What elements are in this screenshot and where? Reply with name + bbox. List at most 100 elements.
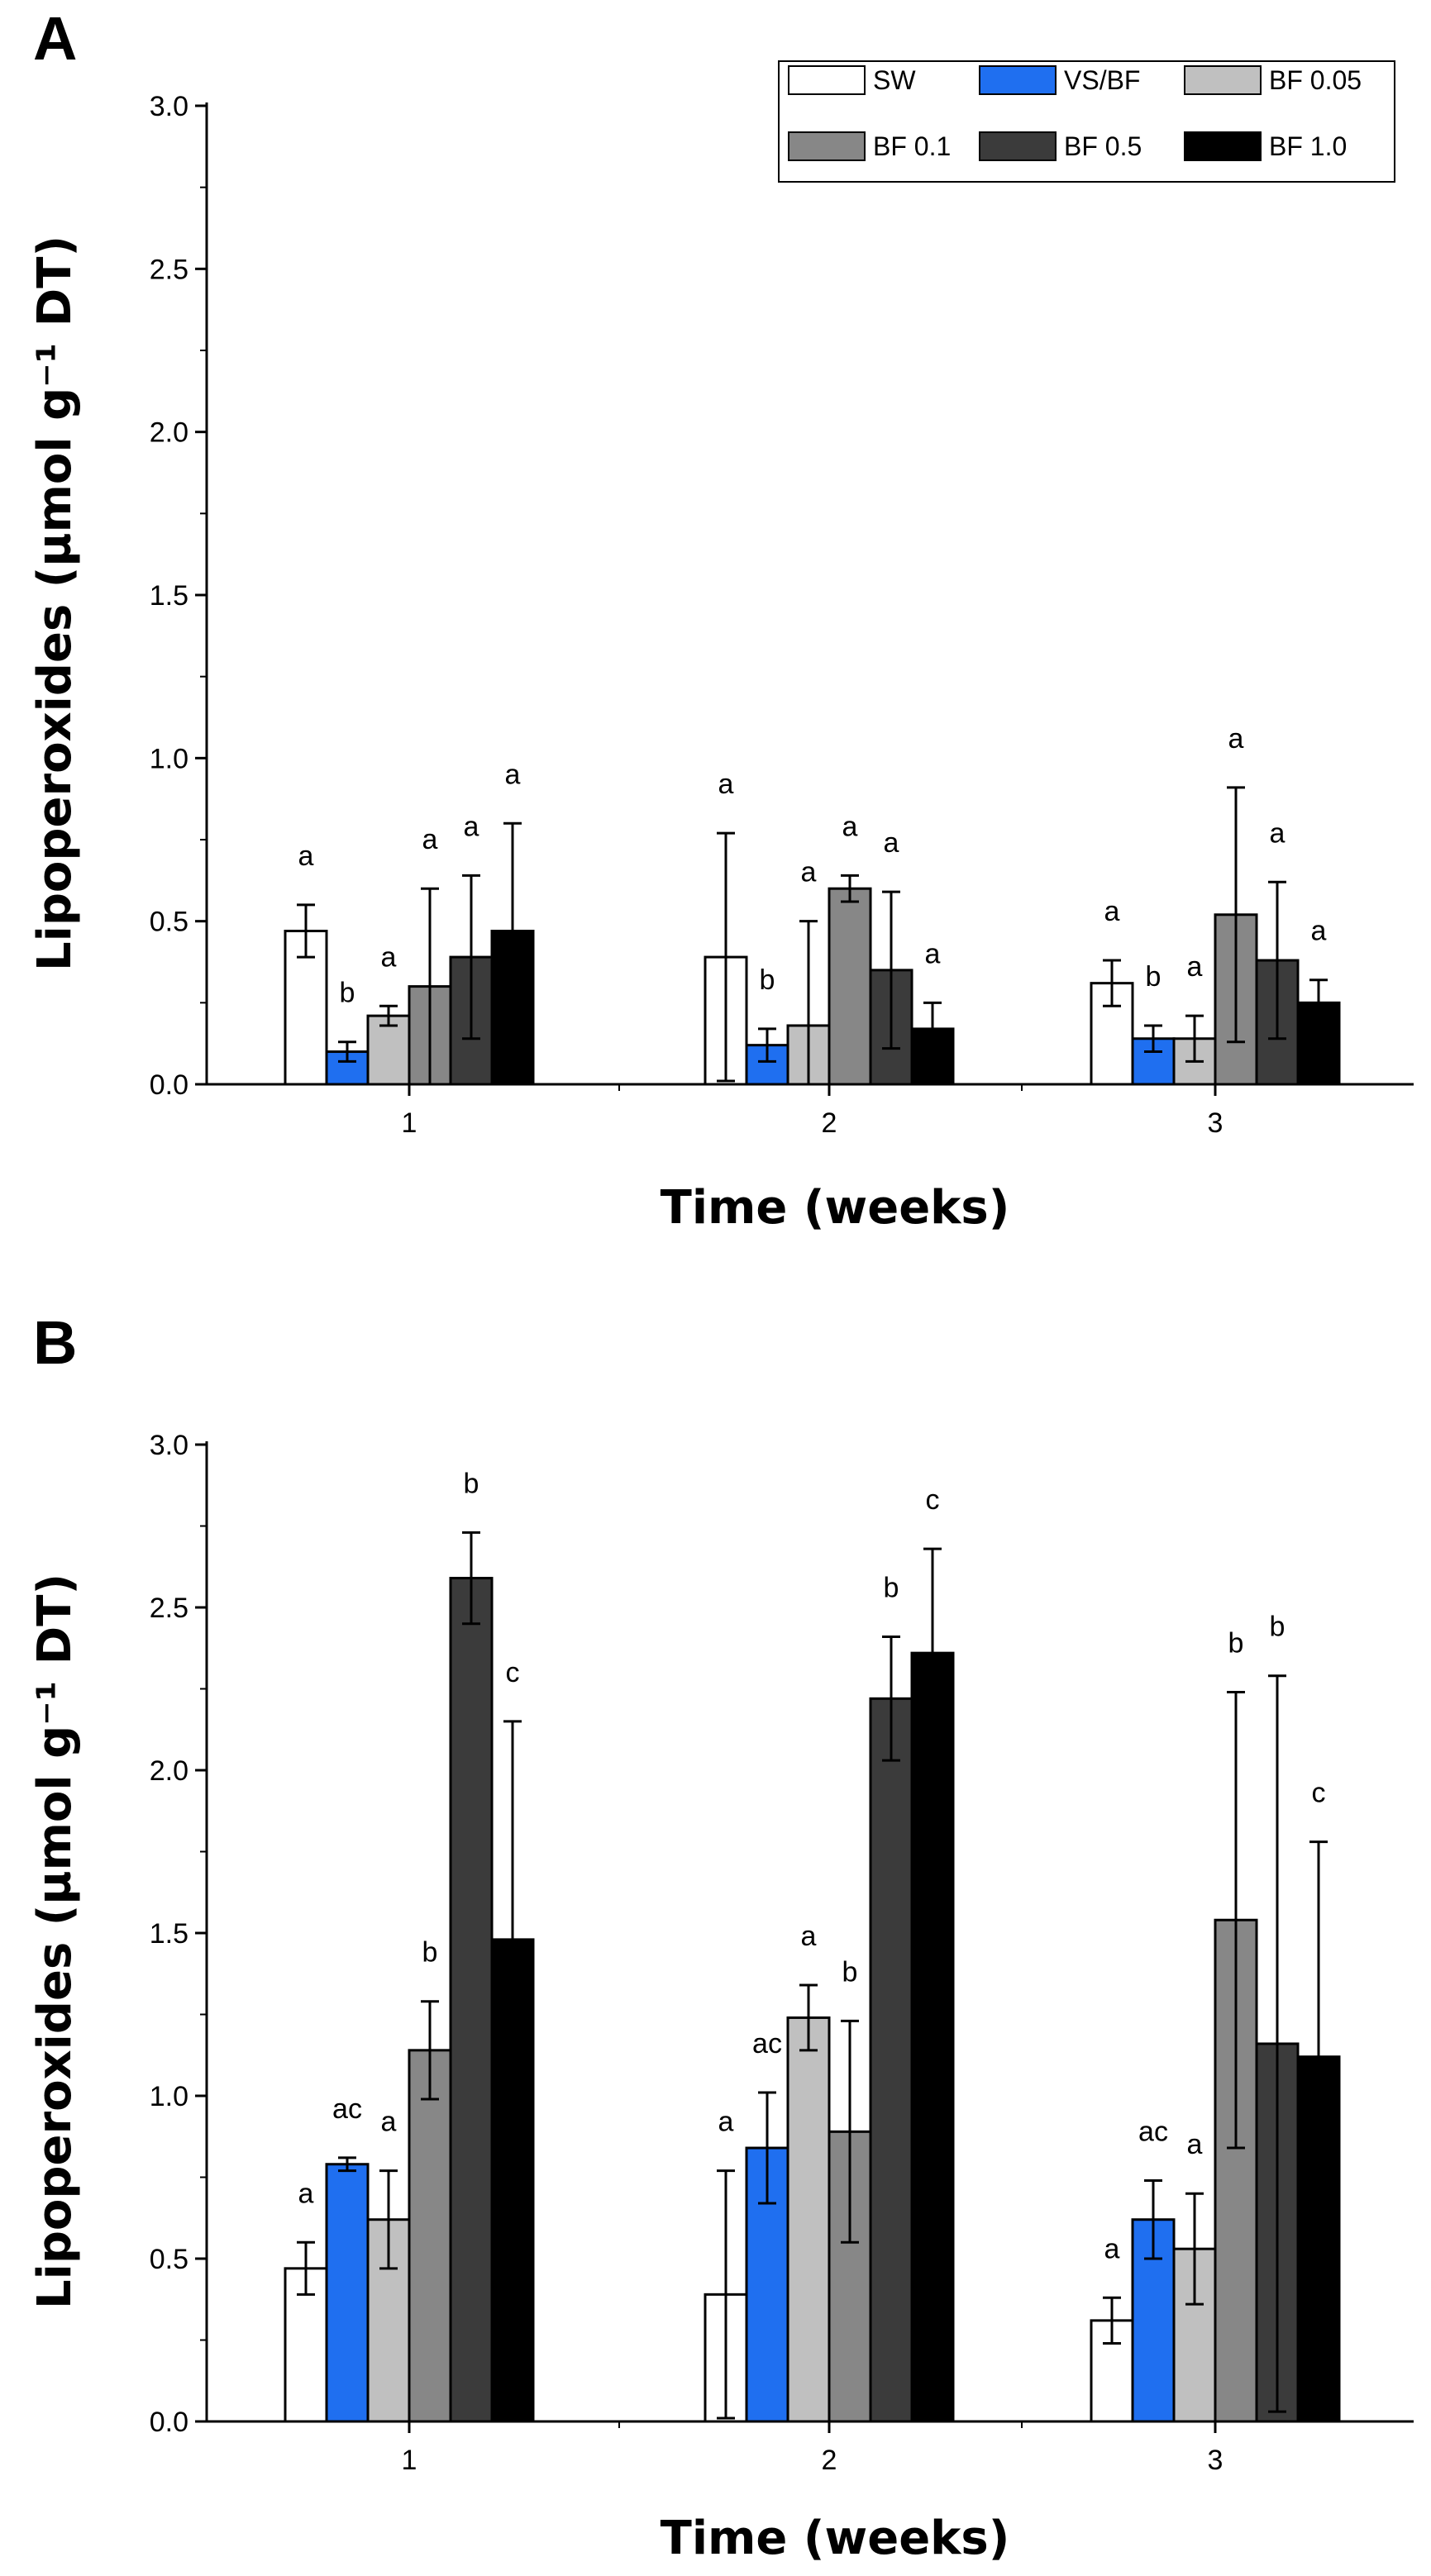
error-bar	[503, 821, 522, 1040]
error-bar	[841, 2019, 859, 2244]
significance-label: ac	[1138, 2116, 1168, 2147]
significance-label: a	[1104, 2233, 1120, 2264]
legend-swatch	[1184, 65, 1262, 95]
bar-b-vs-bf-week-1	[325, 2163, 370, 2423]
significance-label: a	[505, 759, 521, 790]
legend-label: VS/BF	[1064, 65, 1140, 95]
x-axis-title: Time (weeks)	[661, 1181, 1010, 1235]
error-bar	[717, 831, 735, 1083]
significance-label: a	[298, 840, 314, 872]
significance-label: c	[926, 1484, 940, 1516]
x-tick-label: 2	[822, 1107, 837, 1139]
y-tick-label: 1.0	[150, 2081, 188, 2112]
x-axis-title: Time (weeks)	[661, 2512, 1010, 2565]
significance-label: b	[1270, 1612, 1286, 1643]
bar-a-bf-0-05-week-1	[366, 1014, 411, 1086]
significance-label: a	[884, 827, 899, 859]
y-axis-title: Lipoperoxides (µmol g⁻¹ DT)	[28, 1574, 82, 2309]
legend: SW VS/BF BF 0.05 BF 0.1 BF 0.5 BF 1.0	[778, 60, 1395, 183]
significance-label: b	[842, 1956, 858, 1988]
panel-letter-b: B	[33, 1308, 77, 1377]
legend-label: BF 1.0	[1269, 131, 1347, 161]
y-tick-label: 1.0	[150, 743, 188, 774]
error-bar	[758, 2091, 776, 2205]
significance-label: a	[925, 938, 941, 969]
error-bar	[1185, 1014, 1204, 1063]
significance-label: b	[464, 1468, 479, 1499]
y-tick-label: 3.0	[150, 1430, 188, 1461]
error-bar	[1268, 880, 1286, 1040]
error-bar	[338, 1040, 356, 1063]
error-bar	[923, 1001, 942, 1056]
significance-label: a	[381, 2107, 397, 2138]
legend-swatch	[979, 65, 1057, 95]
y-tick-label: 2.0	[150, 417, 188, 449]
error-bar	[503, 1720, 522, 2159]
y-tick-label: 2.0	[150, 1755, 188, 1787]
y-tick-label: 2.5	[150, 1593, 188, 1624]
error-bar	[379, 1004, 398, 1027]
significance-label: a	[1104, 896, 1120, 927]
legend-swatch	[979, 131, 1057, 161]
y-tick-label: 0.5	[150, 907, 188, 938]
significance-label: a	[718, 2107, 734, 2138]
significance-label: a	[464, 811, 479, 842]
significance-label: a	[801, 1921, 817, 1952]
error-bar	[841, 874, 859, 903]
error-bar	[421, 2000, 439, 2101]
error-bar	[882, 1635, 900, 1762]
error-bar	[297, 2240, 315, 2296]
panel-b-chart: 0.0 0.5 1.0 1.5 2.0 2.5 3.0 1 2 3 Time (weeks) Lipo…	[28, 1430, 1414, 2565]
significance-label: b	[1228, 1627, 1244, 1659]
significance-label: a	[298, 2178, 314, 2209]
error-bar	[1185, 2192, 1204, 2306]
error-bar	[1227, 1690, 1245, 2150]
error-bar	[1309, 1840, 1328, 2274]
bar-b-bf-0-5-week-2	[869, 1697, 913, 2423]
bar-b-bf-0-1-week-1	[408, 2049, 452, 2423]
legend-label: BF 0.5	[1064, 131, 1142, 161]
significance-label: a	[422, 824, 438, 855]
legend-swatch	[788, 131, 866, 161]
bar-a-sw-week-3	[1090, 982, 1134, 1086]
legend-swatch	[1184, 131, 1262, 161]
error-bar	[1144, 2178, 1162, 2260]
legend-swatch	[788, 65, 866, 95]
error-bar	[1144, 1024, 1162, 1054]
x-tick-label: 2	[822, 2445, 837, 2476]
error-bar	[882, 890, 900, 1050]
legend-label: BF 0.05	[1269, 65, 1362, 95]
error-bar	[923, 1547, 942, 1759]
bar-a-bf-0-1-week-2	[828, 887, 872, 1086]
significance-label: ac	[332, 2093, 362, 2125]
x-tick-label: 1	[402, 2445, 417, 2476]
x-tick-label: 3	[1208, 2445, 1224, 2476]
significance-label: b	[884, 1572, 899, 1603]
error-bar	[297, 903, 315, 959]
y-tick-label: 3.0	[150, 91, 188, 122]
significance-label: a	[1311, 916, 1327, 947]
significance-label: ac	[752, 2028, 782, 2059]
y-tick-label: 2.5	[150, 254, 188, 285]
bar-b-bf-0-5-week-1	[449, 1577, 494, 2423]
significance-label: b	[340, 978, 355, 1009]
x-tick-label: 3	[1208, 1107, 1224, 1139]
significance-label: a	[1270, 817, 1286, 849]
significance-label: b	[760, 964, 775, 996]
legend-frame	[778, 60, 1395, 183]
significance-label: c	[1312, 1778, 1326, 1809]
y-tick-label: 0.0	[150, 2407, 188, 2438]
error-bar	[717, 2169, 735, 2420]
error-bar	[799, 920, 818, 1086]
bar-b-bf-1-0-week-2	[910, 1651, 955, 2423]
error-bar	[799, 1983, 818, 2052]
legend-label: BF 0.1	[873, 131, 951, 161]
error-bar	[1268, 1674, 1286, 2413]
significance-label: a	[1228, 723, 1244, 755]
bar-a-bf-1-0-week-3	[1296, 1001, 1341, 1086]
significance-label: a	[718, 769, 734, 800]
y-tick-label: 0.5	[150, 2244, 188, 2275]
significance-label: a	[381, 941, 397, 973]
significance-label: a	[1187, 2129, 1203, 2160]
y-tick-label: 0.0	[150, 1069, 188, 1101]
